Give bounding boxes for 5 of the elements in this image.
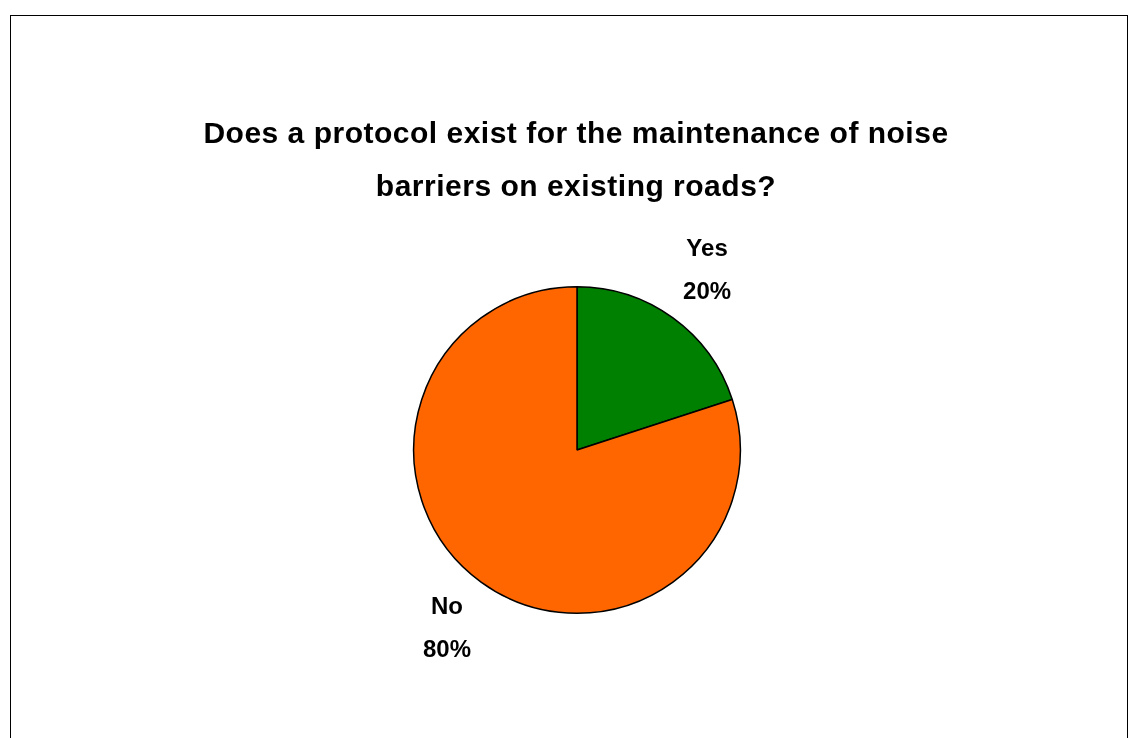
data-label: 80% — [422, 635, 471, 663]
chart-title: Does a protocol exist for the maintenance of noise barriers on existing roads? — [202, 115, 950, 204]
slice-label: No — [430, 592, 463, 620]
data-label: 20% — [683, 277, 732, 305]
slice-label: Yes — [686, 234, 728, 262]
